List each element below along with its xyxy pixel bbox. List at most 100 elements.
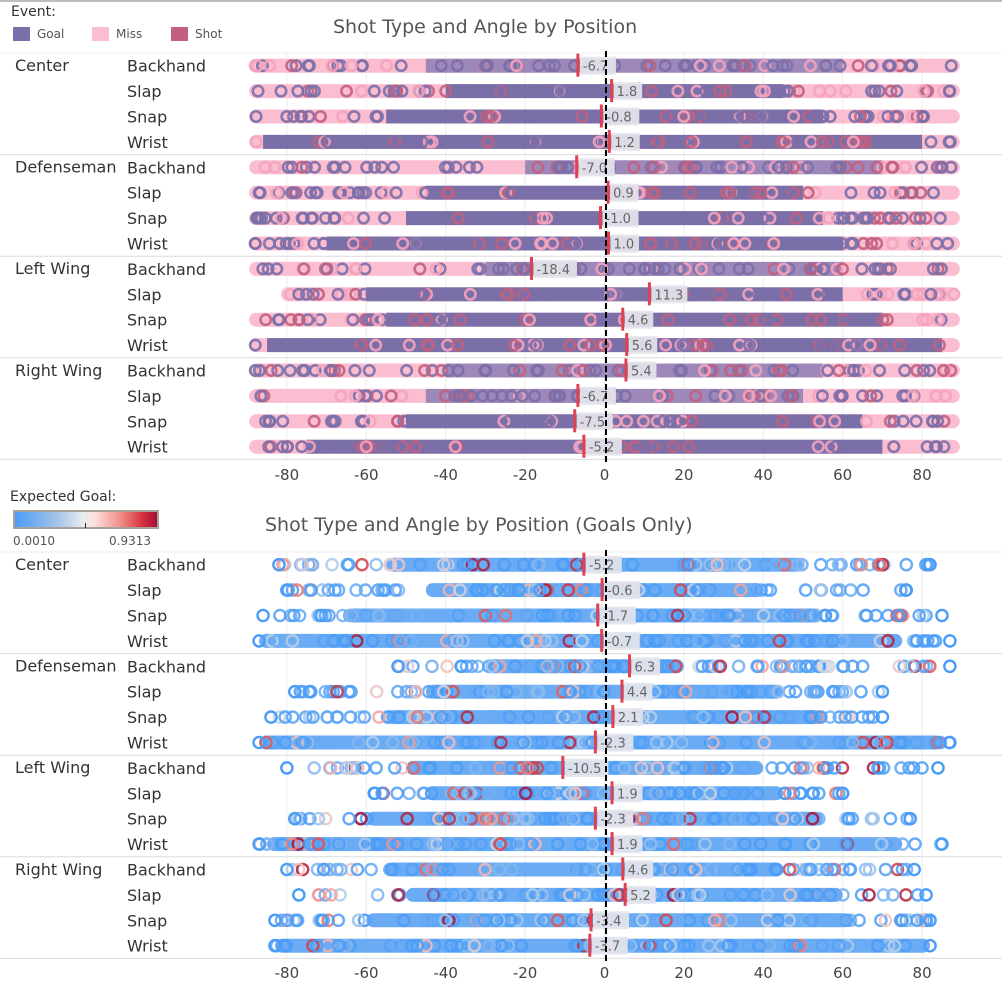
- goal-point: [563, 786, 578, 801]
- shot-point: [662, 186, 676, 200]
- shot-point: [713, 84, 727, 98]
- goal-point: [730, 684, 745, 699]
- shot-point: [309, 440, 323, 454]
- goal-point: [482, 938, 496, 953]
- position-label: Right Wing: [15, 361, 102, 380]
- shot-point: [439, 84, 453, 98]
- shot-point: [909, 414, 923, 428]
- shot-point: [356, 135, 370, 149]
- shot-point: [627, 160, 641, 174]
- goal-point: [392, 710, 407, 724]
- goal-point: [302, 684, 316, 699]
- goal-point: [533, 583, 547, 597]
- x-tick-label: -40: [433, 466, 458, 484]
- shot-point: [910, 287, 924, 301]
- shot-point: [253, 186, 267, 200]
- goal-point: [492, 659, 507, 674]
- legend-item-goal[interactable]: Goal: [13, 27, 64, 41]
- shot-point: [596, 287, 610, 301]
- goal-point: [318, 888, 333, 902]
- shot-point: [762, 237, 776, 251]
- goal-point: [540, 786, 555, 801]
- legend-item-shot[interactable]: Shot: [171, 27, 222, 41]
- goal-point: [788, 811, 802, 826]
- goal-point: [538, 634, 552, 648]
- shot-point: [451, 211, 465, 225]
- average-angle-marker: [573, 409, 577, 433]
- shot-point: [740, 135, 754, 149]
- goal-point: [721, 938, 736, 953]
- shot-point: [913, 211, 927, 225]
- goal-point: [694, 735, 709, 750]
- average-angle-marker: [588, 933, 592, 957]
- goal-point: [383, 557, 397, 572]
- shot-point: [540, 211, 554, 225]
- goal-point: [316, 913, 331, 928]
- shot-point: [418, 414, 432, 428]
- goal-point: [500, 634, 515, 648]
- shot-point: [777, 262, 791, 276]
- shot-point: [341, 211, 355, 225]
- shot-point: [256, 262, 270, 276]
- goal-point: [330, 761, 345, 775]
- shot-point: [821, 287, 835, 301]
- shot-point: [450, 59, 464, 73]
- goal-point: [468, 786, 482, 801]
- shot-point: [673, 363, 687, 377]
- goal-point: [897, 659, 911, 674]
- shot-point: [931, 414, 945, 428]
- shot-point: [863, 338, 877, 352]
- shot-point: [926, 186, 940, 200]
- average-label-bg: [611, 132, 640, 151]
- goal-point: [307, 761, 321, 775]
- average-angle-marker: [596, 603, 600, 627]
- shot-point: [809, 110, 823, 124]
- legend-item-miss[interactable]: Miss: [92, 27, 142, 41]
- goal-point: [690, 583, 705, 597]
- shot-type-label: Slap: [127, 82, 162, 101]
- shot-point: [917, 110, 931, 124]
- goal-point: [899, 888, 913, 902]
- miss-swatch-icon: [92, 27, 109, 41]
- shot-point: [251, 84, 265, 98]
- goal-point: [424, 786, 439, 801]
- goal-point: [750, 786, 765, 801]
- shot-point: [889, 211, 903, 225]
- shot-point: [623, 287, 637, 301]
- shot-point: [813, 414, 827, 428]
- goal-point: [725, 557, 739, 572]
- goal-point: [679, 837, 693, 851]
- xg-color-ramp[interactable]: [13, 510, 159, 529]
- shot-point: [389, 186, 403, 200]
- data-row: 1.9: [252, 832, 949, 856]
- shot-point: [859, 414, 873, 428]
- goal-point: [568, 786, 583, 801]
- average-label-bg: [603, 107, 640, 126]
- shot-point: [864, 389, 878, 403]
- shot-point: [725, 160, 739, 174]
- average-angle-label: 0.9: [613, 187, 634, 202]
- shot-point: [870, 389, 884, 403]
- goal-point: [472, 684, 487, 699]
- shot-point: [333, 135, 347, 149]
- goal-point: [514, 938, 529, 953]
- shot-type-label: Backhand: [127, 362, 206, 381]
- goal-point: [520, 811, 535, 826]
- goal-point: [648, 634, 662, 648]
- shot-point: [548, 59, 562, 73]
- goal-point: [657, 735, 671, 750]
- shot-point: [365, 287, 379, 301]
- goal-point: [299, 710, 313, 724]
- goal-point: [852, 913, 866, 928]
- shot-point: [851, 59, 865, 73]
- goal-point: [787, 913, 801, 928]
- goal-point: [388, 583, 403, 597]
- goal-point: [757, 710, 771, 724]
- shot-point: [773, 110, 787, 124]
- shot-point: [504, 186, 518, 200]
- goal-point: [698, 837, 712, 851]
- shot-point: [357, 211, 371, 225]
- shot-point: [792, 414, 806, 428]
- shot-point: [828, 440, 842, 454]
- shot-point: [813, 313, 827, 327]
